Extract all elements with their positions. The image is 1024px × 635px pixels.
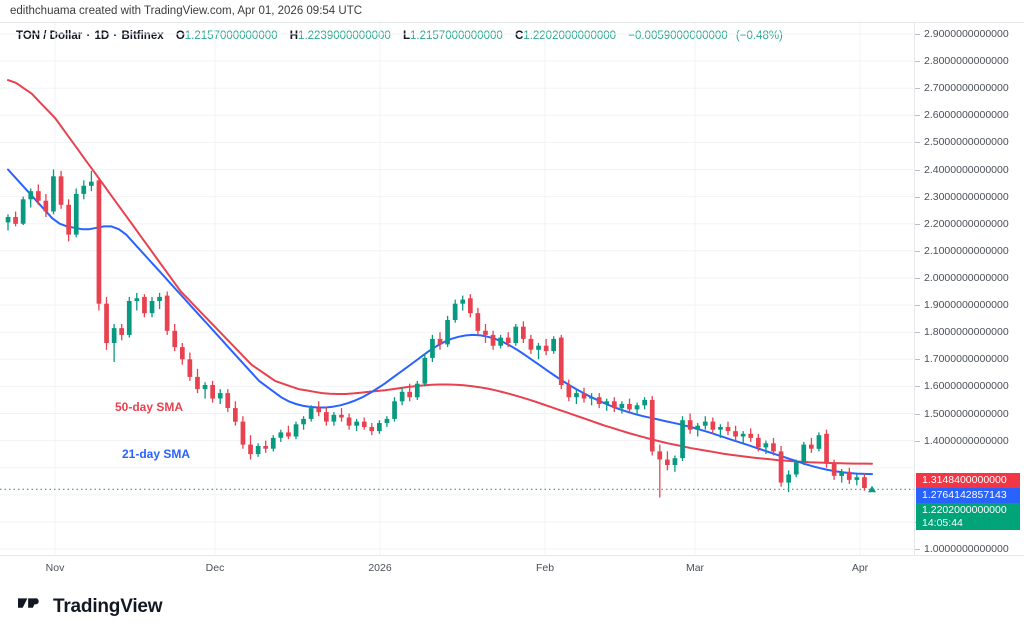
price-tick-dash bbox=[915, 386, 920, 388]
candlestick-plot bbox=[0, 23, 914, 555]
price-tick-dash bbox=[915, 250, 920, 252]
price-tick-dash bbox=[915, 332, 920, 334]
time-tick-label: Dec bbox=[205, 562, 225, 574]
legend-exchange[interactable]: Bitfinex bbox=[121, 30, 164, 42]
sma50-price-badge-value: 1.3148400000000 bbox=[922, 474, 1007, 486]
price-tick-dash bbox=[915, 88, 920, 90]
price-tick-label: 2.7000000000000 bbox=[924, 82, 1009, 95]
price-tick-label: 2.9000000000000 bbox=[924, 28, 1009, 40]
price-tick-label: 1.6000000000000 bbox=[924, 380, 1009, 393]
price-tick-dash bbox=[915, 34, 920, 35]
price-tick-label: 2.2000000000000 bbox=[924, 217, 1009, 230]
price-tick-label: 2.8000000000000 bbox=[924, 55, 1009, 68]
price-tick-label: 2.0000000000000 bbox=[924, 271, 1009, 284]
price-tick-dash bbox=[915, 196, 920, 198]
legend-close: C1.2202000000000 bbox=[515, 30, 616, 42]
tradingview-wordmark: TradingView bbox=[53, 596, 163, 617]
legend-close-value: 1.2202000000000 bbox=[523, 30, 617, 42]
time-tick-label: 2026 bbox=[368, 562, 392, 574]
price-tick-dash bbox=[915, 549, 920, 550]
price-tick-dash bbox=[915, 169, 920, 171]
price-tick-label: 1.5000000000000 bbox=[924, 407, 1009, 420]
price-tick-label: 2.3000000000000 bbox=[924, 190, 1009, 203]
legend-high-label: H bbox=[289, 30, 299, 42]
time-tick-label: Feb bbox=[535, 562, 555, 574]
price-tick-label: 2.4000000000000 bbox=[924, 163, 1009, 176]
price-tick-label: 1.9000000000000 bbox=[924, 299, 1009, 312]
time-tick-label: Mar bbox=[685, 562, 705, 574]
legend-low-value: 1.2157000000000 bbox=[410, 30, 503, 42]
price-tick-label: 1.8000000000000 bbox=[924, 326, 1009, 339]
tradingview-mark-icon bbox=[18, 598, 39, 608]
price-tick-dash bbox=[915, 305, 920, 307]
time-tick-label: Apr bbox=[851, 562, 869, 574]
price-tick-label: 1.0000000000000 bbox=[924, 543, 1009, 555]
legend-interval[interactable]: 1D bbox=[94, 30, 110, 42]
price-tick-label: 1.7000000000000 bbox=[924, 353, 1009, 366]
last-price-badge[interactable]: 1.2202000000000 14:05:44 bbox=[916, 503, 1020, 530]
last-price-badge-time: 14:05:44 bbox=[922, 517, 963, 529]
price-tick-label: 2.6000000000000 bbox=[924, 109, 1009, 122]
legend-change-pct: (−0.48%) bbox=[735, 30, 783, 42]
sma21-annotation: 21-day SMA bbox=[122, 447, 191, 462]
legend-change-abs: −0.0059000000000 bbox=[628, 30, 728, 42]
legend-open-label: O bbox=[175, 30, 185, 42]
legend-symbol[interactable]: TON / Dollar bbox=[16, 30, 83, 42]
price-tick-label: 2.5000000000000 bbox=[924, 136, 1009, 149]
legend-separator-1: · bbox=[86, 30, 91, 42]
legend-open: O1.2157000000000 bbox=[176, 30, 278, 42]
price-tick-dash bbox=[915, 61, 920, 63]
price-tick-dash bbox=[915, 142, 920, 144]
tradingview-logo: TradingView bbox=[18, 596, 163, 618]
price-tick-dash bbox=[915, 277, 920, 279]
sma21-price-badge[interactable]: 1.2764142857143 bbox=[916, 488, 1020, 503]
last-price-badge-value: 1.2202000000000 bbox=[922, 504, 1007, 516]
price-tick-dash bbox=[915, 115, 920, 117]
chart-legend: TON / Dollar · 1D · Bitfinex O1.21570000… bbox=[16, 30, 783, 42]
legend-low: L1.2157000000000 bbox=[403, 30, 503, 42]
legend-open-value: 1.2157000000000 bbox=[184, 30, 278, 42]
attribution-text: edithchuama created with TradingView.com… bbox=[10, 5, 363, 17]
price-tick-label: 2.1000000000000 bbox=[924, 244, 1009, 257]
legend-close-label: C bbox=[514, 30, 524, 42]
legend-high: H1.2239000000000 bbox=[290, 30, 391, 42]
legend-low-label: L bbox=[403, 30, 411, 42]
time-tick-label: Nov bbox=[45, 562, 65, 574]
price-tick-dash bbox=[915, 223, 920, 225]
price-scale[interactable]: 2.9000000000000 2.8000000000000 2.70000000… bbox=[914, 22, 1024, 556]
price-tick-dash bbox=[915, 413, 920, 415]
price-tick-label: 1.4000000000000 bbox=[924, 434, 1009, 447]
sma50-price-badge[interactable]: 1.3148400000000 bbox=[916, 473, 1020, 488]
sma50-annotation: 50-day SMA bbox=[115, 399, 184, 414]
price-tick-dash bbox=[915, 359, 920, 361]
legend-separator-2: · bbox=[113, 30, 118, 42]
price-tick-dash bbox=[915, 440, 920, 442]
chart-plot-area[interactable]: 50-day SMA 21-day SMA bbox=[0, 22, 914, 556]
time-scale[interactable]: Nov Dec 2026 Feb Mar Apr bbox=[0, 556, 914, 590]
sma21-price-badge-value: 1.2764142857143 bbox=[922, 489, 1007, 501]
legend-high-value: 1.2239000000000 bbox=[298, 30, 391, 42]
